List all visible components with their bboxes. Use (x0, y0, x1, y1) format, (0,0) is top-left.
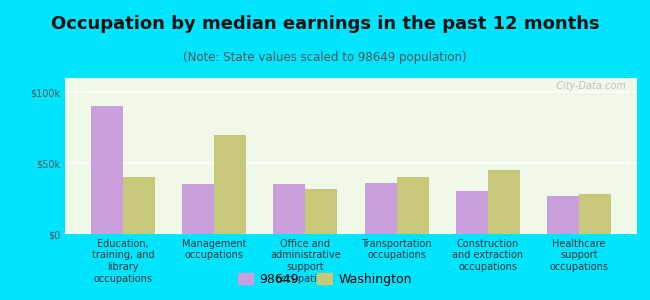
Bar (274, 184, 305, 234)
Bar (547, 196, 579, 234)
Legend: 98649, Washington: 98649, Washington (233, 268, 417, 291)
Text: City-Data.com: City-Data.com (550, 81, 625, 91)
Text: Occupation by median earnings in the past 12 months: Occupation by median earnings in the pas… (51, 15, 599, 33)
Text: (Note: State values scaled to 98649 population): (Note: State values scaled to 98649 popu… (183, 51, 467, 64)
Bar (306, 189, 337, 234)
Bar (91, 106, 123, 234)
Bar (456, 191, 488, 234)
Bar (488, 170, 520, 234)
Bar (123, 177, 155, 234)
Bar (365, 183, 396, 234)
Bar (182, 184, 214, 234)
Bar (579, 194, 611, 234)
Bar (214, 135, 246, 234)
Bar (396, 177, 428, 234)
